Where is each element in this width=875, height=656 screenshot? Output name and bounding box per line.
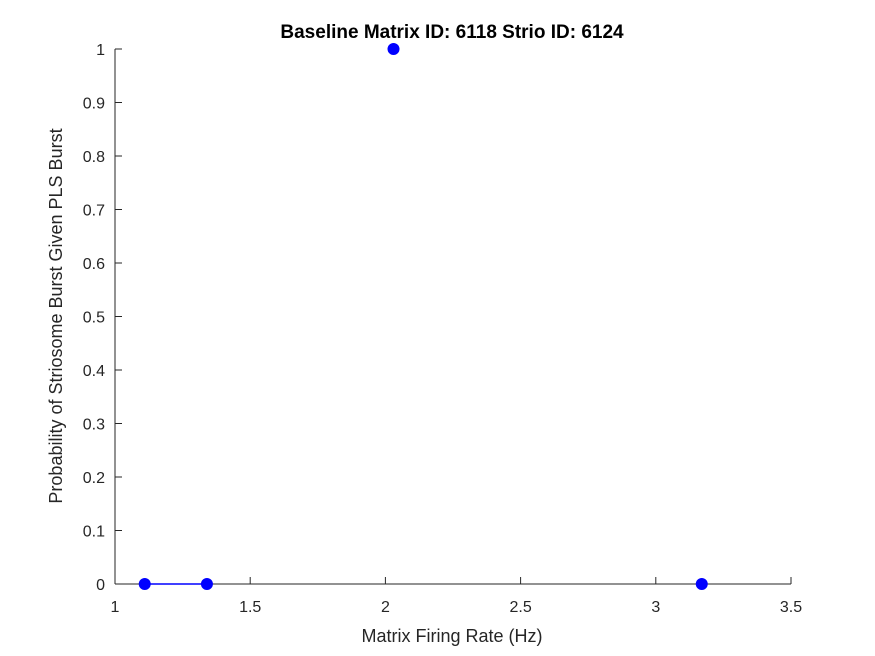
y-tick-label: 0.6 [83, 256, 105, 273]
chart-title: Baseline Matrix ID: 6118 Strio ID: 6124 [280, 22, 624, 43]
x-tick-label: 1 [111, 599, 120, 616]
y-tick-label: 0.7 [83, 203, 105, 220]
y-tick-label: 0.4 [83, 363, 105, 380]
data-point [695, 578, 708, 590]
y-axis-label: Probability of Striosome Burst Given PLS… [46, 128, 66, 503]
x-tick-label: 3.5 [780, 599, 802, 616]
y-tick-label: 0.9 [83, 96, 105, 113]
y-tick-label: 0.1 [83, 524, 105, 541]
y-tick-label: 0.8 [83, 149, 105, 166]
data-point [138, 578, 151, 590]
x-tick-label: 1.5 [239, 599, 261, 616]
x-axis-label: Matrix Firing Rate (Hz) [361, 626, 542, 646]
series-layer [138, 43, 708, 590]
axes: 1 1.5 2 2.5 3 3.5 0 0.1 0.2 0.3 0.4 0.5 0.6 0.7 0.8 0.9… [83, 42, 802, 616]
y-tick-label: 0.3 [83, 417, 105, 434]
y-tick-label: 0.5 [83, 310, 105, 327]
data-point [387, 43, 400, 55]
data-point [200, 578, 213, 590]
y-tick-label: 0 [96, 577, 105, 594]
y-tick-label: 1 [96, 42, 105, 59]
y-tick-label: 0.2 [83, 470, 105, 487]
x-tick-label: 3 [651, 599, 660, 616]
x-tick-label: 2.5 [509, 599, 531, 616]
x-tick-label: 2 [381, 599, 390, 616]
